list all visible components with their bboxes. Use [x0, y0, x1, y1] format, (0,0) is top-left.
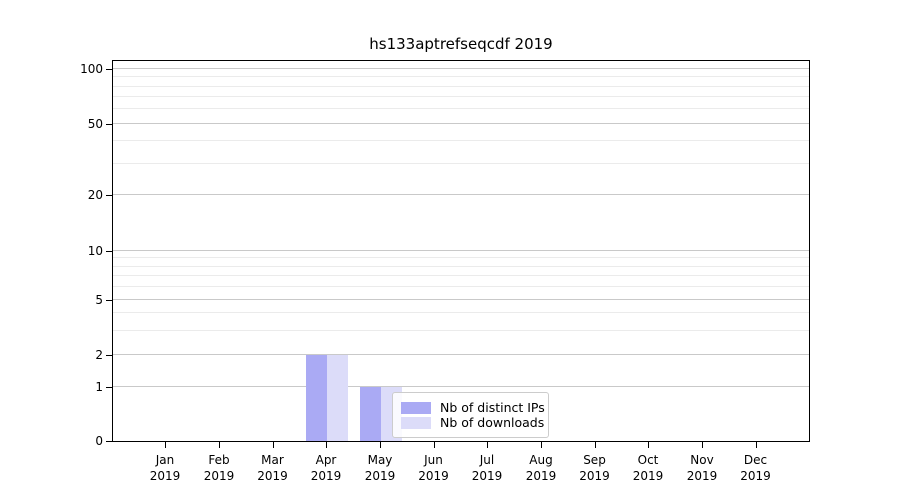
- legend-label-downloads: Nb of downloads: [440, 415, 545, 430]
- y-tick-label-5: 5: [95, 293, 103, 307]
- bar-apr-distinct-ips: [306, 355, 327, 441]
- y-gridline-minor-80: [113, 86, 809, 87]
- x-tick-label-year: 2019: [310, 469, 342, 483]
- x-tick-label-year: 2019: [257, 469, 288, 483]
- y-tick-mark-1: [106, 387, 112, 388]
- gridlines-layer: [113, 61, 809, 441]
- y-gridline-major-20: [113, 194, 809, 195]
- y-tick-mark-10: [106, 251, 112, 252]
- y-gridline-minor-8: [113, 266, 809, 267]
- y-gridline-major-2: [113, 354, 809, 355]
- y-tick-label-2: 2: [95, 348, 103, 362]
- y-tick-mark-100: [106, 69, 112, 70]
- y-gridline-minor-6: [113, 286, 809, 287]
- y-gridline-major-50: [113, 123, 809, 124]
- y-gridline-minor-60: [113, 108, 809, 109]
- bar-apr-downloads: [327, 355, 348, 441]
- y-gridline-major-100: [113, 68, 809, 69]
- x-tick-label-sep: Sep 2019: [563, 452, 627, 484]
- x-tick-label-year: 2019: [740, 469, 771, 483]
- x-tick-mark-nov: [702, 442, 703, 448]
- x-tick-mark-may: [380, 442, 381, 448]
- legend-label-distinct-ips: Nb of distinct IPs: [440, 400, 545, 415]
- x-tick-label-mar: Mar 2019: [241, 452, 305, 484]
- x-tick-label-month: May: [367, 453, 393, 467]
- y-tick-mark-50: [106, 124, 112, 125]
- x-tick-label-year: 2019: [149, 469, 181, 483]
- x-tick-label-year: 2019: [686, 469, 718, 483]
- x-tick-label-jan: Jan 2019: [133, 452, 197, 484]
- y-tick-label-0: 0: [95, 434, 103, 448]
- x-tick-label-month: Mar: [261, 453, 284, 467]
- y-tick-mark-20: [106, 195, 112, 196]
- x-tick-label-nov: Nov 2019: [670, 452, 734, 484]
- x-tick-label-dec: Dec 2019: [724, 452, 788, 484]
- x-tick-mark-apr: [326, 442, 327, 448]
- x-tick-mark-oct: [648, 442, 649, 448]
- y-gridline-major-1: [113, 386, 809, 387]
- x-tick-label-jun: Jun 2019: [402, 452, 466, 484]
- y-tick-label-10: 10: [87, 244, 103, 258]
- x-tick-label-year: 2019: [418, 469, 449, 483]
- x-tick-label-month: Dec: [743, 453, 768, 467]
- x-tick-label-month: Apr: [315, 453, 337, 467]
- x-tick-label-may: May 2019: [348, 452, 412, 484]
- x-tick-label-month: Jun: [424, 453, 443, 467]
- x-tick-label-month: Feb: [208, 453, 230, 467]
- legend-swatch-distinct-ips: [401, 401, 431, 414]
- x-tick-label-month: Jan: [155, 453, 175, 467]
- legend-item-downloads: Nb of downloads: [401, 415, 544, 430]
- x-tick-label-year: 2019: [632, 469, 664, 483]
- x-tick-label-month: Oct: [637, 453, 659, 467]
- x-tick-mark-dec: [755, 442, 757, 448]
- legend-item-distinct-ips: Nb of distinct IPs: [401, 400, 545, 415]
- x-tick-mark-jan: [165, 442, 166, 448]
- x-tick-label-month: Aug: [529, 453, 553, 467]
- x-tick-label-year: 2019: [471, 469, 503, 483]
- x-tick-label-feb: Feb 2019: [187, 452, 251, 484]
- x-tick-label-year: 2019: [364, 469, 396, 483]
- y-tick-label-20: 20: [87, 188, 103, 202]
- x-tick-mark-aug: [541, 442, 542, 448]
- y-gridline-major-5: [113, 299, 809, 300]
- x-tick-label-month: Nov: [690, 453, 714, 467]
- y-gridline-minor-90: [113, 76, 809, 77]
- y-tick-mark-0: [106, 441, 112, 442]
- y-tick-mark-2: [106, 355, 112, 356]
- x-tick-label-apr: Apr 2019: [294, 452, 358, 484]
- x-tick-label-oct: Oct 2019: [616, 452, 680, 484]
- x-tick-label-year: 2019: [525, 469, 557, 483]
- y-gridline-minor-4: [113, 312, 809, 313]
- y-gridline-minor-9: [113, 257, 809, 258]
- x-tick-mark-jun: [433, 442, 435, 448]
- x-tick-mark-sep: [594, 442, 596, 448]
- y-tick-mark-5: [106, 300, 112, 301]
- y-tick-label-1: 1: [95, 380, 103, 394]
- x-tick-label-year: 2019: [579, 469, 610, 483]
- bars-layer: [113, 61, 809, 441]
- y-gridline-minor-70: [113, 96, 809, 97]
- plot-area: Nb of distinct IPs Nb of downloads: [112, 60, 810, 442]
- x-tick-label-aug: Aug 2019: [509, 452, 573, 484]
- y-gridline-minor-40: [113, 140, 809, 141]
- y-tick-label-100: 100: [80, 62, 103, 76]
- x-tick-mark-feb: [219, 442, 220, 448]
- y-gridline-minor-30: [113, 163, 809, 164]
- y-gridline-minor-3: [113, 330, 809, 331]
- x-tick-mark-jul: [487, 442, 488, 448]
- y-tick-label-50: 50: [87, 117, 103, 131]
- legend: Nb of distinct IPs Nb of downloads: [392, 392, 549, 438]
- y-gridline-major-10: [113, 250, 809, 251]
- x-tick-mark-mar: [272, 442, 274, 448]
- x-tick-label-month: Sep: [583, 453, 606, 467]
- x-tick-label-year: 2019: [203, 469, 235, 483]
- y-gridline-minor-7: [113, 275, 809, 276]
- legend-swatch-downloads: [401, 416, 431, 429]
- bar-may-distinct-ips: [360, 387, 381, 441]
- x-tick-label-month: Jul: [479, 453, 495, 467]
- x-tick-label-jul: Jul 2019: [455, 452, 519, 484]
- chart-title: hs133aptrefseqcdf 2019: [369, 35, 553, 53]
